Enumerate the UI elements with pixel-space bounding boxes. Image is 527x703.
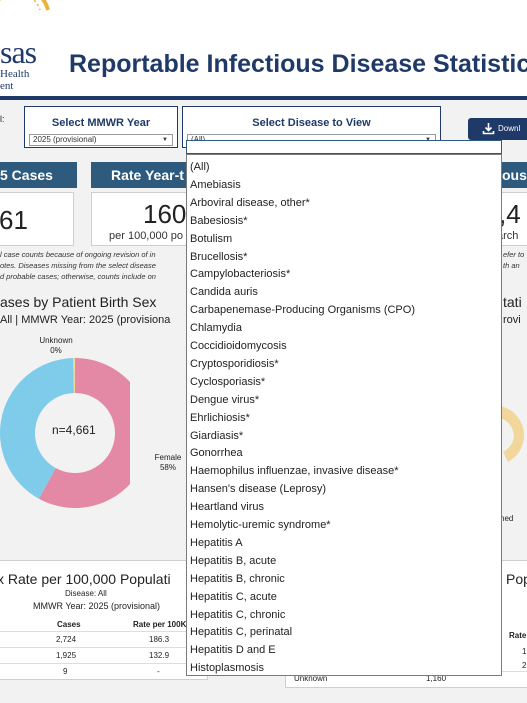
female-slice [38,358,130,508]
table-row-2-rate: 132.9 [149,651,170,660]
dropdown-option[interactable]: Hepatitis B, chronic [190,572,285,585]
dropdown-option[interactable]: Campylobacteriosis* [190,268,291,281]
footnote-line-1: l case counts because of ongoing revisio… [0,250,156,259]
page-header: sas Health ent Reportable Infectious Dis… [0,0,527,100]
table-divider [0,631,207,632]
header-divider [0,96,527,100]
cases-kpi-header: 5 Cases [0,162,77,188]
female-slice-label: Female 58% [148,453,188,473]
download-button[interactable]: Downl [468,118,527,140]
right-section-title: tati [503,294,522,310]
sex-rate-table-panel: x Rate per 100,000 Populati Disease: All… [0,560,208,680]
right-kpi-value: ,4 [499,199,521,229]
right-table-unknown-label: Unknown [294,674,328,683]
table-row-3-rate: - [157,667,160,676]
download-icon [482,123,495,135]
right-table-row-1: 1 [522,647,527,656]
logo-text: sas [0,34,37,70]
dropdown-option[interactable]: Hepatitis C, acute [190,590,277,603]
dropdown-option[interactable]: Hepatitis A [190,536,243,549]
footnote-right-2: th an [503,261,520,270]
col-header-rate: Rate per 100K [133,620,187,629]
unknown-label-text: Unknown [39,336,73,345]
dropdown-option[interactable]: Ehrlichiosis* [190,411,250,424]
dropdown-option[interactable]: Hepatitis B, acute [190,554,277,567]
footnote-line-3: d probable cases; otherwise, counts incl… [0,272,156,281]
female-pct-text: 58% [159,463,176,472]
right-table-title: Pop [506,571,527,587]
dropdown-option[interactable]: Babesiosis* [190,214,248,227]
birth-sex-donut-chart [0,358,130,508]
dropdown-option[interactable]: Hepatitis C, chronic [190,608,286,621]
dropdown-option[interactable]: Chlamydia [190,322,242,335]
dropdown-option[interactable]: Brucellosis* [190,250,248,263]
cases-kpi-value: 61 [0,205,28,235]
table-divider [0,647,207,648]
female-label-text: Female [154,453,182,462]
unknown-slice-label: Unknown 0% [36,336,76,356]
right-table-col-rate: Rate [509,631,527,640]
sex-rate-table-year: MMWR Year: 2025 (provisional) [33,601,161,611]
right-kpi-sub: arch [497,230,519,242]
dropdown-option[interactable]: Cryptosporidiosis* [190,357,279,370]
male-slice [0,358,74,499]
sex-rate-table-disease: Disease: All [65,589,107,598]
donut-center-total: n=4,661 [52,423,96,437]
dropdown-option[interactable]: Haemophilus influenzae, invasive disease… [190,465,399,478]
filter-label-cut: l: [0,114,5,124]
table-row-1-rate: 186.3 [149,635,170,644]
dropdown-option[interactable]: Cyclosporiasis* [190,375,266,388]
dropdown-option[interactable]: Carbapenemase-Producing Organisms (CPO) [190,304,415,317]
dropdown-option[interactable]: Giardiasis* [190,429,244,442]
page-title: Reportable Infectious Disease Statistic [69,50,527,78]
col-header-cases: Cases [57,620,81,629]
right-partial-label: hed [500,514,514,523]
right-donut-partial [500,406,525,462]
year-filter-label: Select MMWR Year [51,117,151,129]
disease-dropdown-list[interactable]: (All) Amebiasis Arboviral disease, other* B… [186,154,502,676]
unknown-pct-text: 0% [50,346,62,355]
dropdown-option[interactable]: Hepatitis D and E [190,644,276,657]
sex-rate-table-title: x Rate per 100,000 Populati [0,571,171,587]
dropdown-option[interactable]: Hemolytic-uremic syndrome* [190,519,331,531]
disease-select-value: (All) [191,135,205,144]
disease-filter-label: Select Disease to View [252,117,371,129]
birth-sex-title: ases by Patient Birth Sex [0,294,157,310]
year-select[interactable]: 2025 (provisional) ▼ [29,134,173,146]
cases-kpi-card: 61 [0,192,74,246]
rate-kpi-unit: per 100,000 po [109,230,184,242]
table-divider [0,663,207,664]
dropdown-option[interactable]: Histoplasmosis [190,662,264,675]
unknown-slice [73,358,75,394]
rate-kpi-value: 160 [143,199,187,229]
download-label: Downl [498,124,521,133]
dropdown-option[interactable]: Amebiasis [190,178,241,191]
chevron-down-icon: ▼ [162,137,168,143]
right-section-subtitle: rovi [503,314,521,326]
dropdown-option[interactable]: Hansen's disease (Leprosy) [190,483,327,496]
dropdown-option[interactable]: Coccidioidomycosis [190,340,287,352]
dropdown-option[interactable]: Heartland virus [190,501,264,514]
logo-subtext-2: ent [0,80,14,92]
dropdown-option[interactable]: Botulism [190,232,233,245]
logo-subtext-1: Health [0,68,30,80]
table-row-3-cases: 9 [63,667,68,676]
dropdown-option[interactable]: Gonorrhea [190,447,243,460]
disease-search-input[interactable] [186,140,502,154]
footnote-line-2: otes. Diseases missing from the select d… [0,261,156,270]
right-table-row-2: 2 [522,661,527,670]
birth-sex-subtitle: All | MMWR Year: 2025 (provisiona [0,314,171,326]
year-select-value: 2025 (provisional) [33,135,97,144]
year-filter-panel: Select MMWR Year 2025 (provisional) ▼ [24,106,178,148]
table-row-1-cases: 2,724 [56,635,77,644]
dropdown-option[interactable]: Arboviral disease, other* [190,196,310,209]
right-table-unknown-cases: 1,160 [426,674,447,683]
footnote-right-1: efer to [503,250,525,259]
dropdown-option[interactable]: (All) [190,161,210,173]
logo-arc-icon [0,0,50,11]
dropdown-option[interactable]: Candida auris [190,286,258,299]
dropdown-option[interactable]: Dengue virus* [190,393,260,406]
dropdown-option[interactable]: Hepatitis C, perinatal [190,626,293,639]
table-row-2-cases: 1,925 [56,651,77,660]
